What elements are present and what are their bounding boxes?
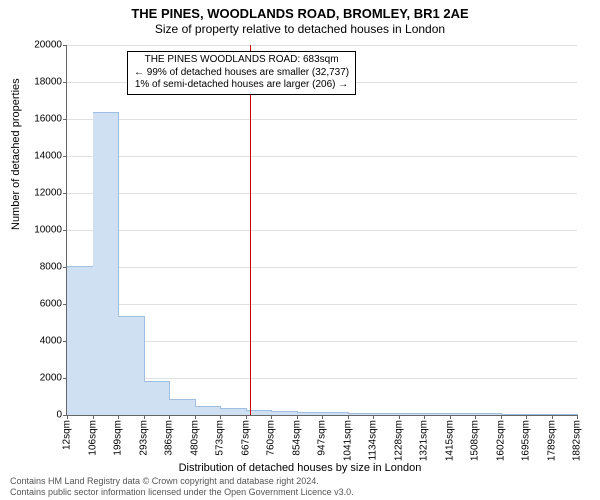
- ytick-label: 2000: [40, 373, 62, 384]
- xtick-label: 1134sqm: [368, 415, 379, 460]
- ytick-label: 6000: [40, 299, 62, 310]
- xtick-label: 480sqm: [189, 415, 200, 456]
- ytick-mark: [63, 45, 67, 46]
- histogram-bar: [118, 316, 145, 415]
- annotation-line: ← 99% of detached houses are smaller (32…: [134, 67, 349, 80]
- ytick-label: 4000: [40, 336, 62, 347]
- xtick-label: 386sqm: [164, 415, 175, 456]
- gridline: [67, 267, 577, 268]
- xtick-label: 106sqm: [87, 415, 98, 456]
- xtick-label: 1882sqm: [572, 415, 583, 461]
- ytick-label: 18000: [34, 77, 62, 88]
- xtick-label: 573sqm: [215, 415, 226, 456]
- footer-attribution: Contains HM Land Registry data © Crown c…: [10, 476, 354, 498]
- gridline: [67, 304, 577, 305]
- ytick-label: 16000: [34, 114, 62, 125]
- ytick-mark: [63, 193, 67, 194]
- x-axis-label: Distribution of detached houses by size …: [0, 462, 600, 474]
- annotation-box: THE PINES WOODLANDS ROAD: 683sqm← 99% of…: [127, 51, 356, 95]
- xtick-label: 199sqm: [113, 415, 124, 456]
- ytick-label: 12000: [34, 188, 62, 199]
- xtick-label: 1041sqm: [342, 415, 353, 461]
- xtick-label: 1695sqm: [521, 415, 532, 461]
- annotation-line: THE PINES WOODLANDS ROAD: 683sqm: [134, 54, 349, 67]
- xtick-label: 667sqm: [240, 415, 251, 456]
- ytick-mark: [63, 156, 67, 157]
- xtick-label: 293sqm: [138, 415, 149, 456]
- chart-container: THE PINES, WOODLANDS ROAD, BROMLEY, BR1 …: [0, 0, 600, 500]
- gridline: [67, 45, 577, 46]
- xtick-label: 947sqm: [317, 415, 328, 456]
- histogram-bar: [67, 266, 94, 415]
- ytick-mark: [63, 230, 67, 231]
- gridline: [67, 230, 577, 231]
- annotation-line: 1% of semi-detached houses are larger (2…: [134, 79, 349, 92]
- histogram-bar: [169, 399, 196, 415]
- ytick-label: 20000: [34, 40, 62, 51]
- gridline: [67, 193, 577, 194]
- histogram-bar: [195, 406, 222, 415]
- xtick-label: 1321sqm: [419, 415, 430, 461]
- xtick-label: 760sqm: [266, 415, 277, 456]
- xtick-label: 12sqm: [62, 415, 73, 450]
- ytick-label: 8000: [40, 262, 62, 273]
- chart-subtitle: Size of property relative to detached ho…: [0, 21, 600, 36]
- ytick-label: 10000: [34, 225, 62, 236]
- footer-line1: Contains HM Land Registry data © Crown c…: [10, 476, 354, 487]
- y-axis-label: Number of detached properties: [10, 78, 22, 230]
- ytick-mark: [63, 82, 67, 83]
- xtick-label: 1508sqm: [470, 415, 481, 461]
- chart-area: 0200040006000800010000120001400016000180…: [66, 45, 576, 415]
- histogram-bar: [93, 112, 120, 415]
- gridline: [67, 156, 577, 157]
- xtick-label: 1789sqm: [546, 415, 557, 461]
- ytick-mark: [63, 119, 67, 120]
- xtick-label: 1415sqm: [444, 415, 455, 461]
- marker-line: [250, 45, 251, 415]
- ytick-label: 14000: [34, 151, 62, 162]
- xtick-label: 1228sqm: [393, 415, 404, 461]
- plot-area: 0200040006000800010000120001400016000180…: [66, 45, 577, 416]
- histogram-bar: [144, 381, 171, 415]
- gridline: [67, 119, 577, 120]
- xtick-label: 854sqm: [291, 415, 302, 456]
- footer-line2: Contains public sector information licen…: [10, 487, 354, 498]
- xtick-label: 1602sqm: [495, 415, 506, 461]
- chart-title: THE PINES, WOODLANDS ROAD, BROMLEY, BR1 …: [0, 0, 600, 21]
